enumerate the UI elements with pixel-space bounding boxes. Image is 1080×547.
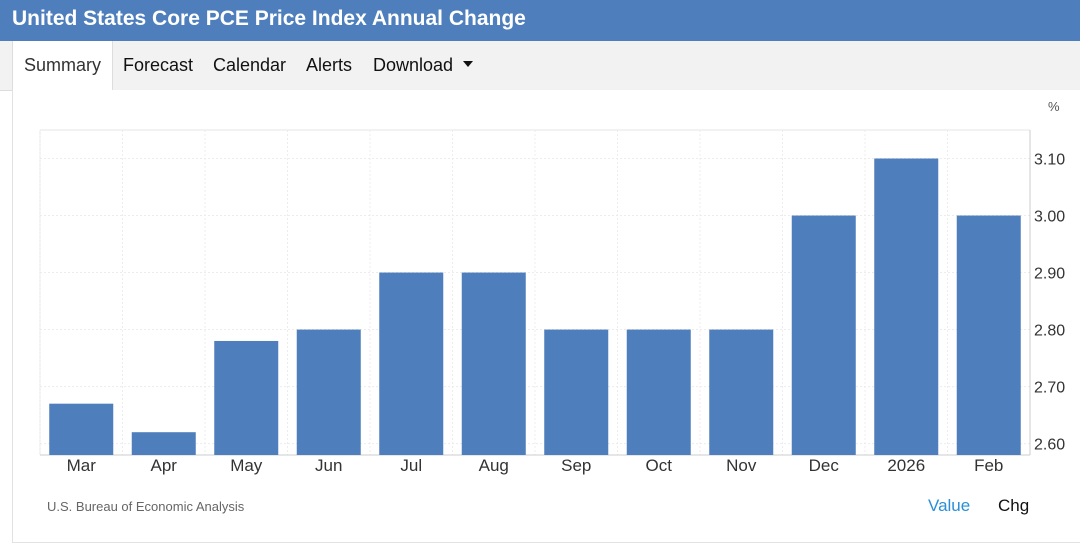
y-tick-label: 2.60 [1034, 437, 1065, 454]
chg-toggle[interactable]: Chg [998, 496, 1030, 515]
chart-bar [874, 158, 939, 455]
chart-bar [296, 329, 361, 455]
chart-bar [791, 215, 856, 455]
x-tick-label: Feb [974, 456, 1003, 475]
x-tick-label: Sep [561, 456, 591, 475]
tab-download-label: Download [373, 55, 454, 75]
x-tick-label: 2026 [887, 456, 925, 475]
tab-forecast[interactable]: Forecast [123, 55, 194, 75]
y-tick-label: 2.90 [1034, 266, 1065, 283]
x-tick-label: Oct [646, 456, 673, 475]
chart-bar [956, 215, 1021, 455]
chart-bar [131, 432, 196, 455]
page-title: United States Core PCE Price Index Annua… [12, 7, 526, 30]
unit-label: % [1048, 99, 1060, 114]
x-tick-label: Mar [67, 456, 97, 475]
chart-bar [709, 329, 774, 455]
x-tick-label: May [230, 456, 263, 475]
x-tick-label: Jun [315, 456, 342, 475]
chart-bar [214, 340, 279, 455]
title-bar: United States Core PCE Price Index Annua… [0, 0, 1080, 41]
x-tick-label: Aug [479, 456, 509, 475]
x-tick-label: Jul [400, 456, 422, 475]
chart-bar [49, 403, 114, 455]
chart-labels: 2.60 2.70 2.80 2.90 3.00 3.10% Mar Apr May Jun Jul… [67, 99, 1066, 475]
chart-grid [39, 129, 1031, 456]
tab-bar: Summary Forecast Calendar Alerts Downloa… [0, 41, 1080, 91]
chart-bar [544, 329, 609, 455]
x-tick-label: Apr [151, 456, 178, 475]
y-tick-label: 2.70 [1034, 380, 1065, 397]
y-tick-label: 3.10 [1034, 152, 1065, 169]
source-text: U.S. Bureau of Economic Analysis [47, 499, 245, 514]
caret-down-icon [463, 61, 474, 68]
value-toggle[interactable]: Value [928, 496, 971, 515]
tab-download[interactable]: Download [373, 41, 474, 90]
tab-calendar[interactable]: Calendar [213, 55, 287, 75]
x-tick-label: Nov [726, 456, 757, 475]
y-tick-label: 3.00 [1034, 209, 1065, 226]
y-tick-label: 2.80 [1034, 323, 1065, 340]
chart-bar [626, 329, 691, 455]
tab-alerts[interactable]: Alerts [306, 55, 353, 75]
chart-bars [49, 158, 1021, 455]
chart-bar [379, 272, 444, 455]
x-tick-label: Dec [809, 456, 840, 475]
tab-summary[interactable]: Summary [12, 41, 114, 91]
chart-bar [461, 272, 526, 455]
